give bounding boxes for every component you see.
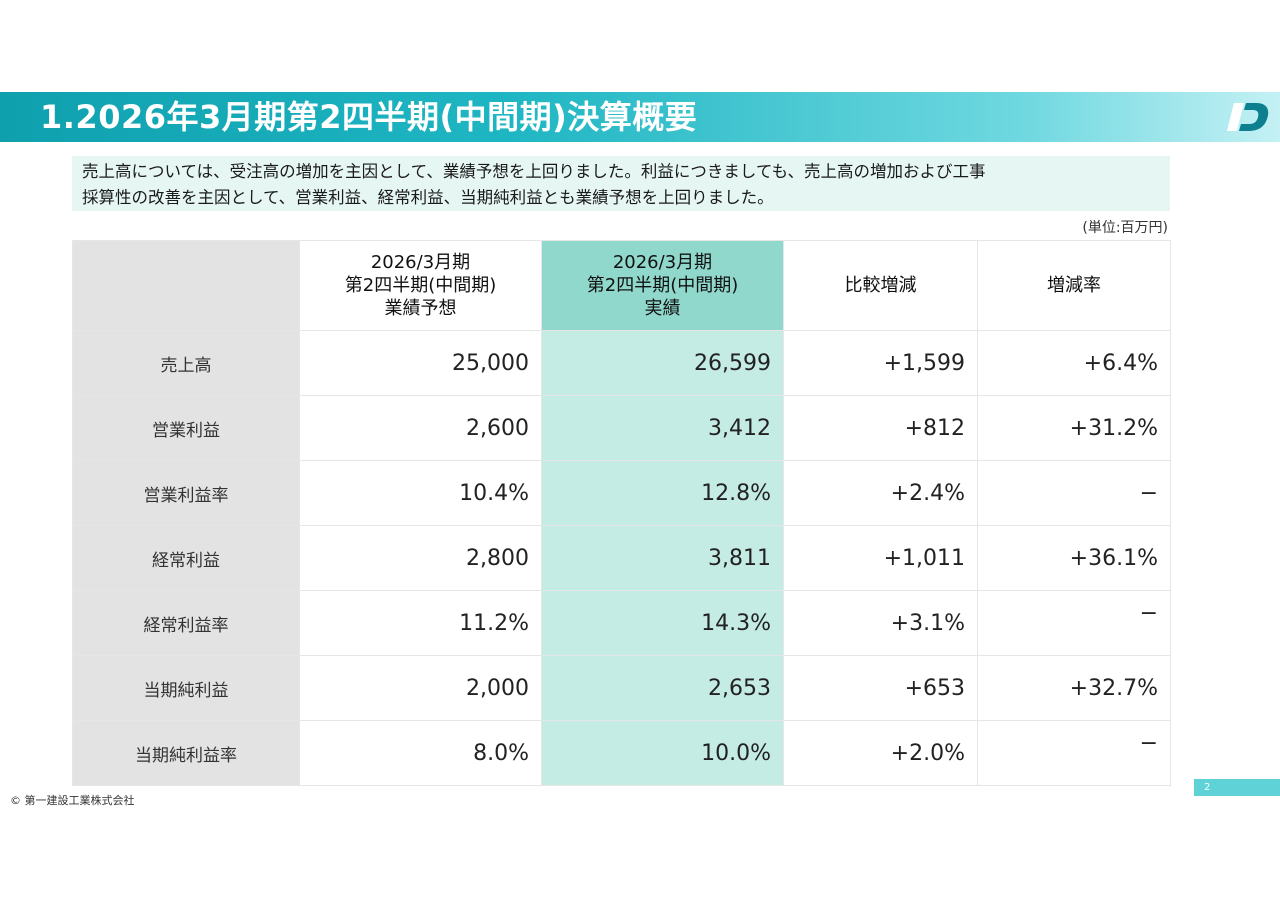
header-diff: 比較増減 <box>783 240 978 331</box>
actual-cell: 2,653 <box>541 655 784 721</box>
table-row: 経常利益率 11.2% 14.3% +3.1% − <box>72 590 1171 656</box>
summary-line-2: 採算性の改善を主因として、営業利益、経常利益、当期純利益とも業績予想を上回りまし… <box>82 188 774 207</box>
diff-cell: +1,599 <box>783 330 978 396</box>
header-actual-line-3: 実績 <box>644 298 681 319</box>
header-forecast-line-2: 第2四半期(中間期) <box>344 275 497 296</box>
rate-cell: +32.7% <box>977 655 1171 721</box>
page-number: 2 <box>1194 779 1280 796</box>
header-forecast-line-1: 2026/3月期 <box>370 252 471 273</box>
copyright: © 第一建設工業株式会社 <box>10 794 135 807</box>
page-title: 1.2026年3月期第2四半期(中間期)決算概要 <box>40 98 698 136</box>
summary-box: 売上高については、受注高の増加を主因として、業績予想を上回りました。利益につきま… <box>72 156 1170 211</box>
results-table: 2026/3月期 第2四半期(中間期) 業績予想 2026/3月期 第2四半期(… <box>72 240 1171 786</box>
header-bar: 1.2026年3月期第2四半期(中間期)決算概要 <box>0 92 1280 142</box>
row-label: 営業利益 <box>72 395 300 461</box>
header-actual-line-2: 第2四半期(中間期) <box>586 275 739 296</box>
forecast-cell: 2,800 <box>299 525 542 591</box>
forecast-cell: 2,000 <box>299 655 542 721</box>
forecast-cell: 25,000 <box>299 330 542 396</box>
row-label: 売上高 <box>72 330 300 396</box>
row-label: 当期純利益率 <box>72 720 300 786</box>
table-header-row: 2026/3月期 第2四半期(中間期) 業績予想 2026/3月期 第2四半期(… <box>72 240 1171 331</box>
rate-cell: − <box>977 720 1171 786</box>
table-row: 当期純利益 2,000 2,653 +653 +32.7% <box>72 655 1171 721</box>
rate-cell: − <box>977 590 1171 656</box>
diff-cell: +3.1% <box>783 590 978 656</box>
table-row: 売上高 25,000 26,599 +1,599 +6.4% <box>72 330 1171 396</box>
header-forecast-line-3: 業績予想 <box>384 298 457 319</box>
header-stub <box>72 240 300 331</box>
header-forecast: 2026/3月期 第2四半期(中間期) 業績予想 <box>299 240 542 331</box>
summary-line-1: 売上高については、受注高の増加を主因として、業績予想を上回りました。利益につきま… <box>82 162 986 181</box>
header-actual: 2026/3月期 第2四半期(中間期) 実績 <box>541 240 784 331</box>
rate-cell: +36.1% <box>977 525 1171 591</box>
table-row: 経常利益 2,800 3,811 +1,011 +36.1% <box>72 525 1171 591</box>
company-logo-icon <box>1227 103 1269 131</box>
header-rate: 増減率 <box>977 240 1171 331</box>
row-label: 営業利益率 <box>72 460 300 526</box>
row-label: 当期純利益 <box>72 655 300 721</box>
diff-cell: +2.4% <box>783 460 978 526</box>
row-label: 経常利益率 <box>72 590 300 656</box>
rate-cell: − <box>977 460 1171 526</box>
actual-cell: 3,412 <box>541 395 784 461</box>
table-row: 当期純利益率 8.0% 10.0% +2.0% − <box>72 720 1171 786</box>
header-actual-line-1: 2026/3月期 <box>612 252 713 273</box>
actual-cell: 14.3% <box>541 590 784 656</box>
row-label: 経常利益 <box>72 525 300 591</box>
actual-cell: 10.0% <box>541 720 784 786</box>
table-row: 営業利益 2,600 3,412 +812 +31.2% <box>72 395 1171 461</box>
forecast-cell: 8.0% <box>299 720 542 786</box>
forecast-cell: 2,600 <box>299 395 542 461</box>
actual-cell: 26,599 <box>541 330 784 396</box>
diff-cell: +1,011 <box>783 525 978 591</box>
diff-cell: +653 <box>783 655 978 721</box>
rate-cell: +6.4% <box>977 330 1171 396</box>
diff-cell: +812 <box>783 395 978 461</box>
forecast-cell: 11.2% <box>299 590 542 656</box>
table-row: 営業利益率 10.4% 12.8% +2.4% − <box>72 460 1171 526</box>
diff-cell: +2.0% <box>783 720 978 786</box>
actual-cell: 12.8% <box>541 460 784 526</box>
actual-cell: 3,811 <box>541 525 784 591</box>
rate-cell: +31.2% <box>977 395 1171 461</box>
forecast-cell: 10.4% <box>299 460 542 526</box>
unit-label: (単位:百万円) <box>1082 220 1168 236</box>
